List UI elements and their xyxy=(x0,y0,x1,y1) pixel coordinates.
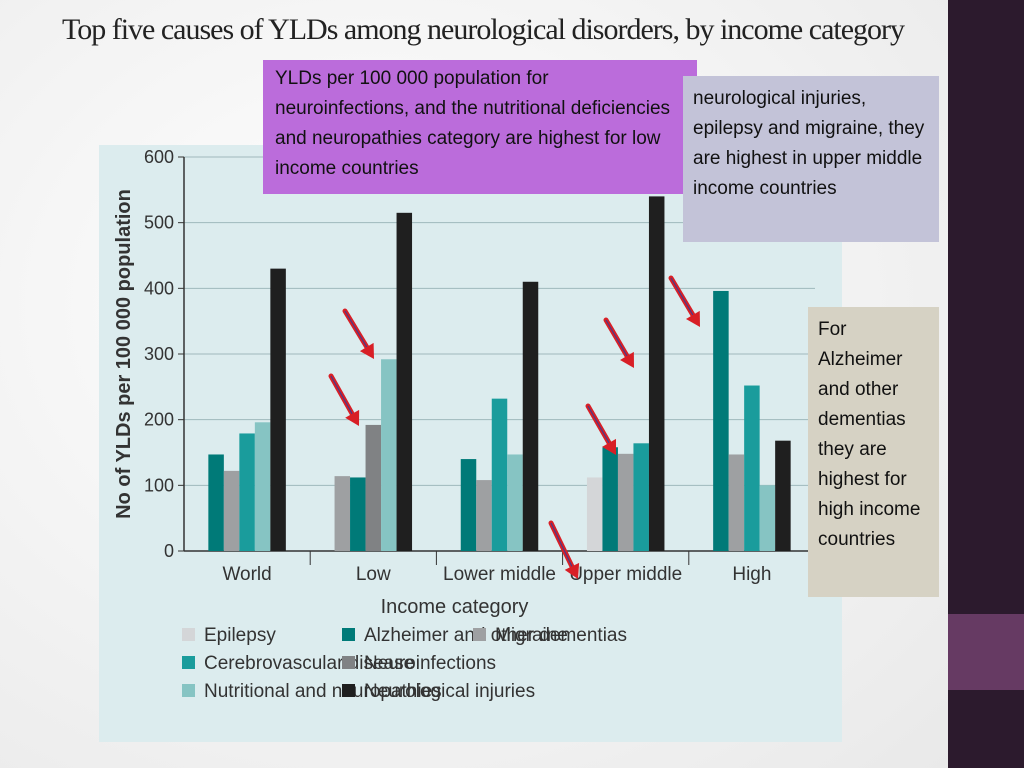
annotation-arrow-head xyxy=(602,438,616,455)
bar-neurological-injuries xyxy=(396,212,413,552)
legend-swatch-neuroinfections xyxy=(342,656,355,669)
bar-nutritional-and-neuropathies xyxy=(381,359,397,551)
annotation-arrow-core xyxy=(330,375,353,415)
bar-alzheimer-and-other-dementias xyxy=(350,477,366,551)
bar-nutritional-and-neuropathies xyxy=(507,454,523,551)
y-tick-label: 500 xyxy=(144,213,174,233)
bar-alzheimer-and-other-dementias xyxy=(713,290,729,551)
annotation-arrow-core xyxy=(550,522,573,567)
legend-swatch-epilepsy xyxy=(182,628,195,641)
y-axis-label: No of YLDs per 100 000 population xyxy=(113,189,135,519)
bar-chart: 0 100 200 300 400 500 600 No of YLDs per 100 00… xyxy=(113,147,815,702)
x-tick-label: Upper middle xyxy=(569,564,682,585)
annotation-arrow-core xyxy=(587,405,610,444)
callout-neuroinfections: YLDs per 100 000 population for neuroinf… xyxy=(263,60,697,194)
y-tick-label: 300 xyxy=(144,344,174,364)
annotation-arrow-core xyxy=(670,277,694,316)
bar-cerebrovascular-disease xyxy=(744,385,760,551)
bar-alzheimer-and-other-dementias xyxy=(208,454,224,551)
legend-label: Cerebrovascular disease xyxy=(204,653,414,674)
callout-injuries: neurological injuries, epilepsy and migr… xyxy=(683,76,939,242)
bar-nutritional-and-neuropathies xyxy=(759,485,776,551)
legend-swatch-cerebrovascular-disease xyxy=(182,656,195,669)
bar-alzheimer-and-other-dementias xyxy=(460,459,477,551)
x-tick-label: High xyxy=(732,564,771,585)
bar-neurological-injuries xyxy=(648,196,665,551)
legend-label: Migraine xyxy=(495,625,568,646)
bar-cerebrovascular-disease xyxy=(239,433,255,551)
bar-cerebrovascular-disease xyxy=(491,398,508,551)
legend-swatch-nutritional-and-neuropathies xyxy=(182,684,195,697)
y-tick-label: 100 xyxy=(144,475,174,495)
bar-migraine xyxy=(476,480,492,551)
bar-neuroinfections xyxy=(365,424,382,551)
annotation-arrow-core xyxy=(344,310,368,348)
legend-label: Nutritional and neuropathies xyxy=(204,681,442,702)
bar-neurological-injuries xyxy=(270,268,286,551)
bar-migraine xyxy=(223,470,240,551)
bar-nutritional-and-neuropathies xyxy=(254,422,271,551)
decorative-side-accent xyxy=(948,614,1024,690)
legend-label: Epilepsy xyxy=(204,625,276,646)
y-tick-label: 200 xyxy=(144,410,174,430)
bar-neurological-injuries xyxy=(522,281,539,551)
legend-swatch-alzheimer-and-other-dementias xyxy=(342,628,355,641)
legend-label: Neurological injuries xyxy=(364,681,535,702)
bar-migraine xyxy=(728,454,745,551)
legend-label: Alzheimer and other dementias xyxy=(364,625,627,646)
bar-alzheimer-and-other-dementias xyxy=(602,447,618,551)
annotation-arrow-head xyxy=(359,342,374,359)
bar-migraine xyxy=(334,476,351,551)
annotation-arrow-core xyxy=(605,319,628,357)
x-tick-label: Lower middle xyxy=(443,564,556,585)
y-tick-label: 600 xyxy=(144,147,174,167)
slide-title: Top five causes of YLDs among neurologic… xyxy=(62,13,905,46)
x-tick-label: Low xyxy=(356,564,391,585)
bar-migraine xyxy=(617,453,634,551)
y-tick-label: 0 xyxy=(164,541,174,561)
bar-neurological-injuries xyxy=(775,440,791,551)
bar-epilepsy xyxy=(586,477,603,551)
legend-label: Neuroinfections xyxy=(364,653,496,674)
annotation-arrow-head xyxy=(564,562,580,579)
callout-alzheimer: For Alzheimer and other dementias they a… xyxy=(808,307,939,597)
x-tick-label: World xyxy=(222,564,271,585)
annotation-arrow-head xyxy=(620,351,634,368)
annotation-arrow-head xyxy=(345,409,360,426)
legend-swatch-neurological-injuries xyxy=(342,684,355,697)
x-axis-label: Income category xyxy=(381,596,529,618)
legend-swatch-migraine xyxy=(473,628,486,641)
bar-cerebrovascular-disease xyxy=(633,443,649,551)
annotation-arrow-head xyxy=(685,310,700,327)
y-tick-label: 400 xyxy=(144,278,174,298)
